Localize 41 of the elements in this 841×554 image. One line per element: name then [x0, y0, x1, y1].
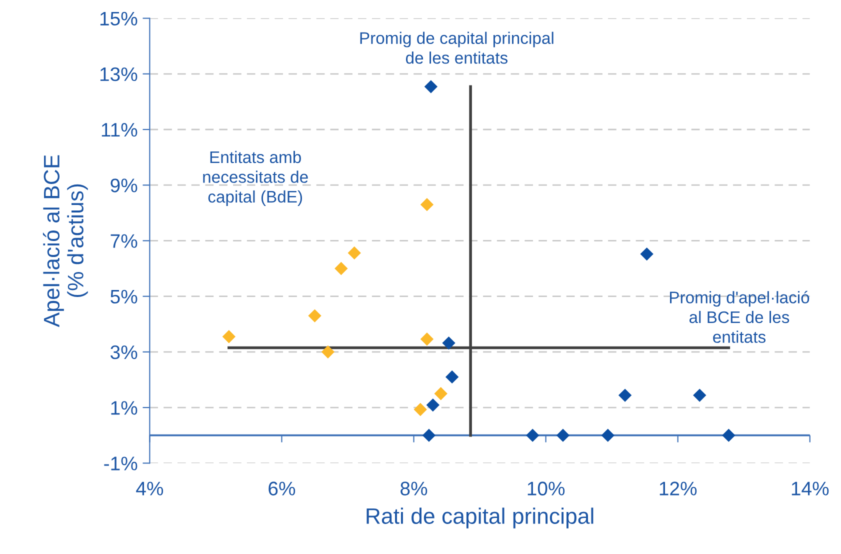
point: [321, 345, 335, 359]
y-tick-label: 13%: [100, 67, 138, 82]
annotation: Promig d'apel·lació al BCE de les entitats: [670, 290, 810, 343]
point: [618, 388, 632, 402]
y-tick-label: -1%: [104, 456, 138, 470]
y-tick-label: 5%: [110, 290, 138, 304]
y-axis-title: Apel·lació al BCE (% d'actius): [42, 155, 88, 328]
point: [426, 398, 440, 412]
annotation: Promig de capital principal de les entitats: [360, 32, 554, 64]
y-tick-label: 9%: [110, 178, 138, 192]
point: [222, 330, 236, 344]
y-tick-label: 11%: [102, 123, 138, 137]
point: [308, 309, 322, 322]
point: [442, 336, 456, 350]
x-tick-label: 4%: [136, 482, 164, 496]
point: [601, 428, 614, 442]
y-tick-label: 3%: [110, 345, 138, 360]
point: [434, 387, 448, 400]
point: [414, 402, 427, 416]
point: [348, 246, 361, 260]
point: [445, 370, 459, 384]
x-tick-label: 14%: [792, 482, 829, 496]
point: [420, 198, 434, 212]
x-tick-label: 12%: [660, 482, 697, 496]
point: [722, 428, 736, 442]
point: [420, 332, 434, 346]
x-tick-label: 6%: [268, 482, 296, 496]
x-axis-title: Rati de capital principal: [366, 508, 594, 528]
point: [526, 428, 540, 442]
point: [640, 247, 654, 261]
y-tick-label: 15%: [100, 12, 138, 26]
point: [334, 262, 348, 276]
point: [424, 80, 438, 94]
y-tick-label: 7%: [110, 234, 138, 248]
annotation: Entitats amb necessitats de capital (BdE): [203, 150, 308, 206]
point: [556, 428, 570, 442]
x-tick-label: 8%: [400, 482, 428, 496]
point: [693, 388, 706, 402]
x-tick-label: 10%: [528, 482, 565, 496]
y-tick-label: 1%: [111, 401, 138, 415]
point: [422, 428, 436, 442]
